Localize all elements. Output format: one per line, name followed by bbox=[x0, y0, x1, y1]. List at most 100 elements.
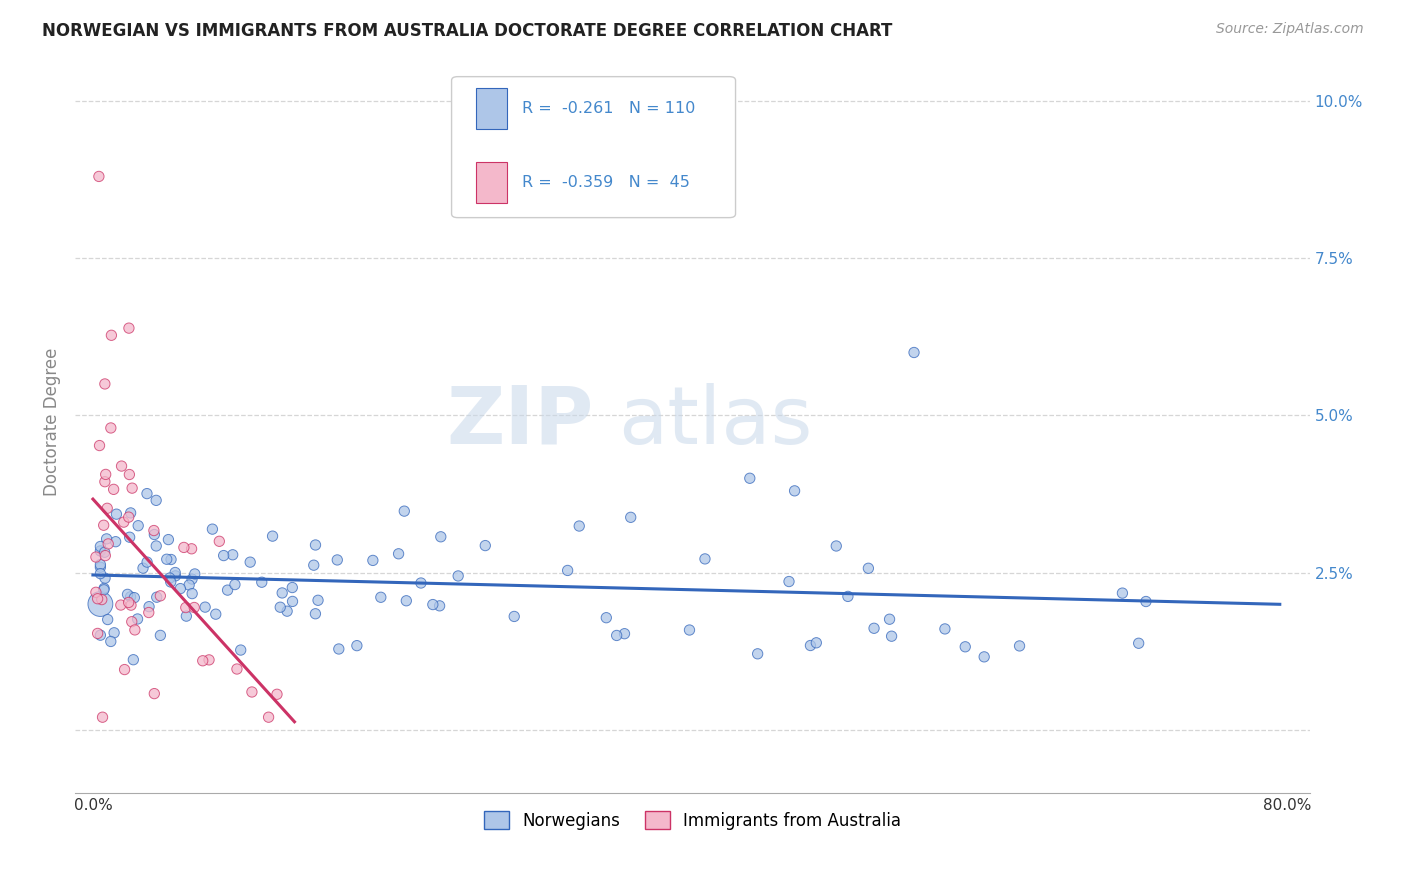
Point bbox=[100, 634, 122, 648]
Point bbox=[96, 532, 118, 546]
Point bbox=[503, 609, 526, 624]
Point bbox=[346, 639, 368, 653]
Point bbox=[91, 710, 114, 724]
Point bbox=[201, 522, 224, 536]
Point bbox=[118, 530, 141, 544]
Point bbox=[239, 555, 262, 569]
Point bbox=[89, 544, 111, 558]
Point bbox=[176, 609, 198, 624]
Point bbox=[174, 600, 197, 615]
Point bbox=[613, 626, 636, 640]
Point bbox=[281, 594, 304, 608]
Point bbox=[117, 595, 139, 609]
Point bbox=[165, 569, 187, 583]
Point bbox=[89, 540, 111, 554]
Point bbox=[326, 553, 349, 567]
Point bbox=[145, 591, 167, 605]
Point bbox=[181, 586, 204, 600]
Point bbox=[124, 591, 146, 605]
Point bbox=[304, 538, 326, 552]
Point bbox=[94, 571, 117, 585]
Point bbox=[89, 558, 111, 572]
Point bbox=[394, 504, 416, 518]
Point bbox=[138, 606, 160, 620]
Point bbox=[94, 467, 117, 482]
Point bbox=[89, 438, 111, 452]
Point bbox=[240, 685, 263, 699]
Point bbox=[145, 539, 167, 553]
Point bbox=[86, 591, 108, 606]
Point bbox=[361, 553, 384, 567]
Point bbox=[143, 687, 166, 701]
Point bbox=[370, 591, 392, 605]
Point bbox=[879, 612, 901, 626]
Point bbox=[100, 421, 122, 435]
Point bbox=[568, 519, 591, 533]
Point bbox=[557, 564, 579, 578]
Point bbox=[97, 613, 120, 627]
Point bbox=[250, 575, 273, 590]
Point bbox=[173, 541, 195, 555]
Point bbox=[165, 566, 187, 580]
Point bbox=[149, 589, 172, 603]
Point bbox=[84, 549, 107, 564]
Point bbox=[121, 481, 143, 495]
Point bbox=[93, 545, 115, 559]
Point bbox=[430, 530, 453, 544]
Point bbox=[620, 510, 643, 524]
Text: Source: ZipAtlas.com: Source: ZipAtlas.com bbox=[1216, 22, 1364, 37]
Point bbox=[395, 594, 418, 608]
Point bbox=[212, 549, 235, 563]
Point bbox=[194, 600, 217, 615]
Point bbox=[104, 534, 127, 549]
Point bbox=[422, 598, 444, 612]
Point bbox=[110, 459, 132, 474]
Point bbox=[181, 572, 204, 586]
Point bbox=[89, 597, 111, 611]
Point bbox=[138, 599, 160, 614]
Point bbox=[94, 549, 117, 563]
Point bbox=[858, 561, 880, 575]
Point bbox=[87, 169, 110, 184]
Point bbox=[159, 571, 181, 585]
Point bbox=[262, 529, 284, 543]
Point bbox=[328, 642, 350, 657]
Point bbox=[863, 621, 886, 635]
Point bbox=[93, 582, 115, 597]
Point bbox=[84, 585, 107, 599]
Point bbox=[1111, 586, 1133, 600]
Point bbox=[97, 537, 120, 551]
Point bbox=[1008, 639, 1031, 653]
Point bbox=[132, 561, 155, 575]
Point bbox=[180, 541, 202, 556]
Point bbox=[429, 599, 451, 613]
Point bbox=[149, 628, 172, 642]
Point bbox=[1128, 636, 1150, 650]
Point bbox=[118, 467, 141, 482]
Point bbox=[778, 574, 800, 589]
Point bbox=[142, 524, 165, 538]
Point bbox=[447, 569, 470, 583]
Point bbox=[94, 376, 117, 391]
Point bbox=[93, 518, 115, 533]
Text: NORWEGIAN VS IMMIGRANTS FROM AUSTRALIA DOCTORATE DEGREE CORRELATION CHART: NORWEGIAN VS IMMIGRANTS FROM AUSTRALIA D… bbox=[42, 22, 893, 40]
Point bbox=[224, 577, 246, 591]
Point bbox=[191, 654, 214, 668]
Point bbox=[105, 507, 128, 521]
Point bbox=[1135, 594, 1157, 608]
Point bbox=[86, 626, 108, 640]
Point bbox=[281, 581, 304, 595]
FancyBboxPatch shape bbox=[477, 162, 508, 202]
Point bbox=[183, 600, 205, 615]
Point bbox=[157, 533, 180, 547]
Point bbox=[114, 663, 136, 677]
Point bbox=[226, 662, 249, 676]
Point bbox=[266, 687, 288, 701]
Point bbox=[179, 578, 201, 592]
Point bbox=[96, 501, 118, 516]
Point bbox=[693, 552, 716, 566]
Point bbox=[217, 583, 239, 598]
Point bbox=[221, 548, 243, 562]
Point bbox=[825, 539, 848, 553]
Point bbox=[208, 534, 231, 549]
